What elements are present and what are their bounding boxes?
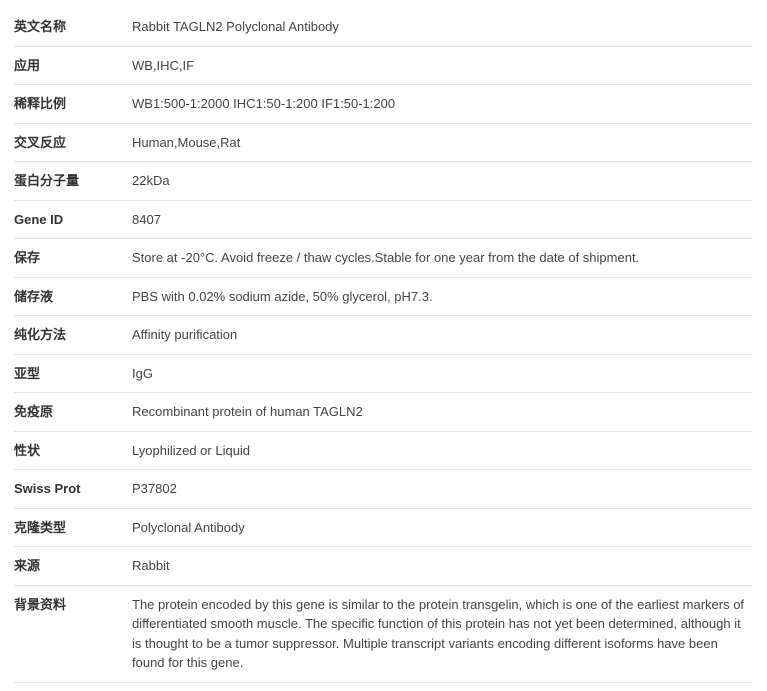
table-row: 背景资料The protein encoded by this gene is … (14, 585, 753, 682)
row-value: WB1:500-1:2000 IHC1:50-1:200 IF1:50-1:20… (132, 85, 753, 124)
table-row: 英文名称Rabbit TAGLN2 Polyclonal Antibody (14, 8, 753, 46)
table-row: Swiss ProtP37802 (14, 470, 753, 509)
table-row: 克隆类型Polyclonal Antibody (14, 508, 753, 547)
row-value: Polyclonal Antibody (132, 508, 753, 547)
row-label: 来源 (14, 547, 132, 586)
table-row: Gene ID8407 (14, 200, 753, 239)
table-row: 性状Lyophilized or Liquid (14, 431, 753, 470)
row-value: Rabbit (132, 547, 753, 586)
row-label: 免疫原 (14, 393, 132, 432)
row-value: IgG (132, 354, 753, 393)
row-label: 蛋白分子量 (14, 162, 132, 201)
spec-table-body: 英文名称Rabbit TAGLN2 Polyclonal Antibody 应用… (14, 8, 753, 682)
row-label: Swiss Prot (14, 470, 132, 509)
row-value: WB,IHC,IF (132, 46, 753, 85)
row-label: 交叉反应 (14, 123, 132, 162)
row-label: 稀释比例 (14, 85, 132, 124)
row-label: 纯化方法 (14, 316, 132, 355)
row-value: Human,Mouse,Rat (132, 123, 753, 162)
table-row: 亚型IgG (14, 354, 753, 393)
row-label: 保存 (14, 239, 132, 278)
row-value: The protein encoded by this gene is simi… (132, 585, 753, 682)
row-label: 背景资料 (14, 585, 132, 682)
row-value: P37802 (132, 470, 753, 509)
table-row: 交叉反应Human,Mouse,Rat (14, 123, 753, 162)
table-row: 应用WB,IHC,IF (14, 46, 753, 85)
row-label: 应用 (14, 46, 132, 85)
spec-table: 英文名称Rabbit TAGLN2 Polyclonal Antibody 应用… (14, 8, 753, 683)
table-row: 储存液PBS with 0.02% sodium azide, 50% glyc… (14, 277, 753, 316)
row-value: 22kDa (132, 162, 753, 201)
row-value: 8407 (132, 200, 753, 239)
row-label: Gene ID (14, 200, 132, 239)
table-row: 纯化方法Affinity purification (14, 316, 753, 355)
table-row: 免疫原Recombinant protein of human TAGLN2 (14, 393, 753, 432)
row-value: Recombinant protein of human TAGLN2 (132, 393, 753, 432)
table-row: 来源Rabbit (14, 547, 753, 586)
table-row: 稀释比例WB1:500-1:2000 IHC1:50-1:200 IF1:50-… (14, 85, 753, 124)
row-value: Store at -20°C. Avoid freeze / thaw cycl… (132, 239, 753, 278)
row-value: Rabbit TAGLN2 Polyclonal Antibody (132, 8, 753, 46)
row-label: 克隆类型 (14, 508, 132, 547)
row-label: 英文名称 (14, 8, 132, 46)
row-label: 亚型 (14, 354, 132, 393)
row-value: PBS with 0.02% sodium azide, 50% glycero… (132, 277, 753, 316)
table-row: 保存Store at -20°C. Avoid freeze / thaw cy… (14, 239, 753, 278)
row-value: Lyophilized or Liquid (132, 431, 753, 470)
row-label: 储存液 (14, 277, 132, 316)
table-row: 蛋白分子量22kDa (14, 162, 753, 201)
row-label: 性状 (14, 431, 132, 470)
row-value: Affinity purification (132, 316, 753, 355)
